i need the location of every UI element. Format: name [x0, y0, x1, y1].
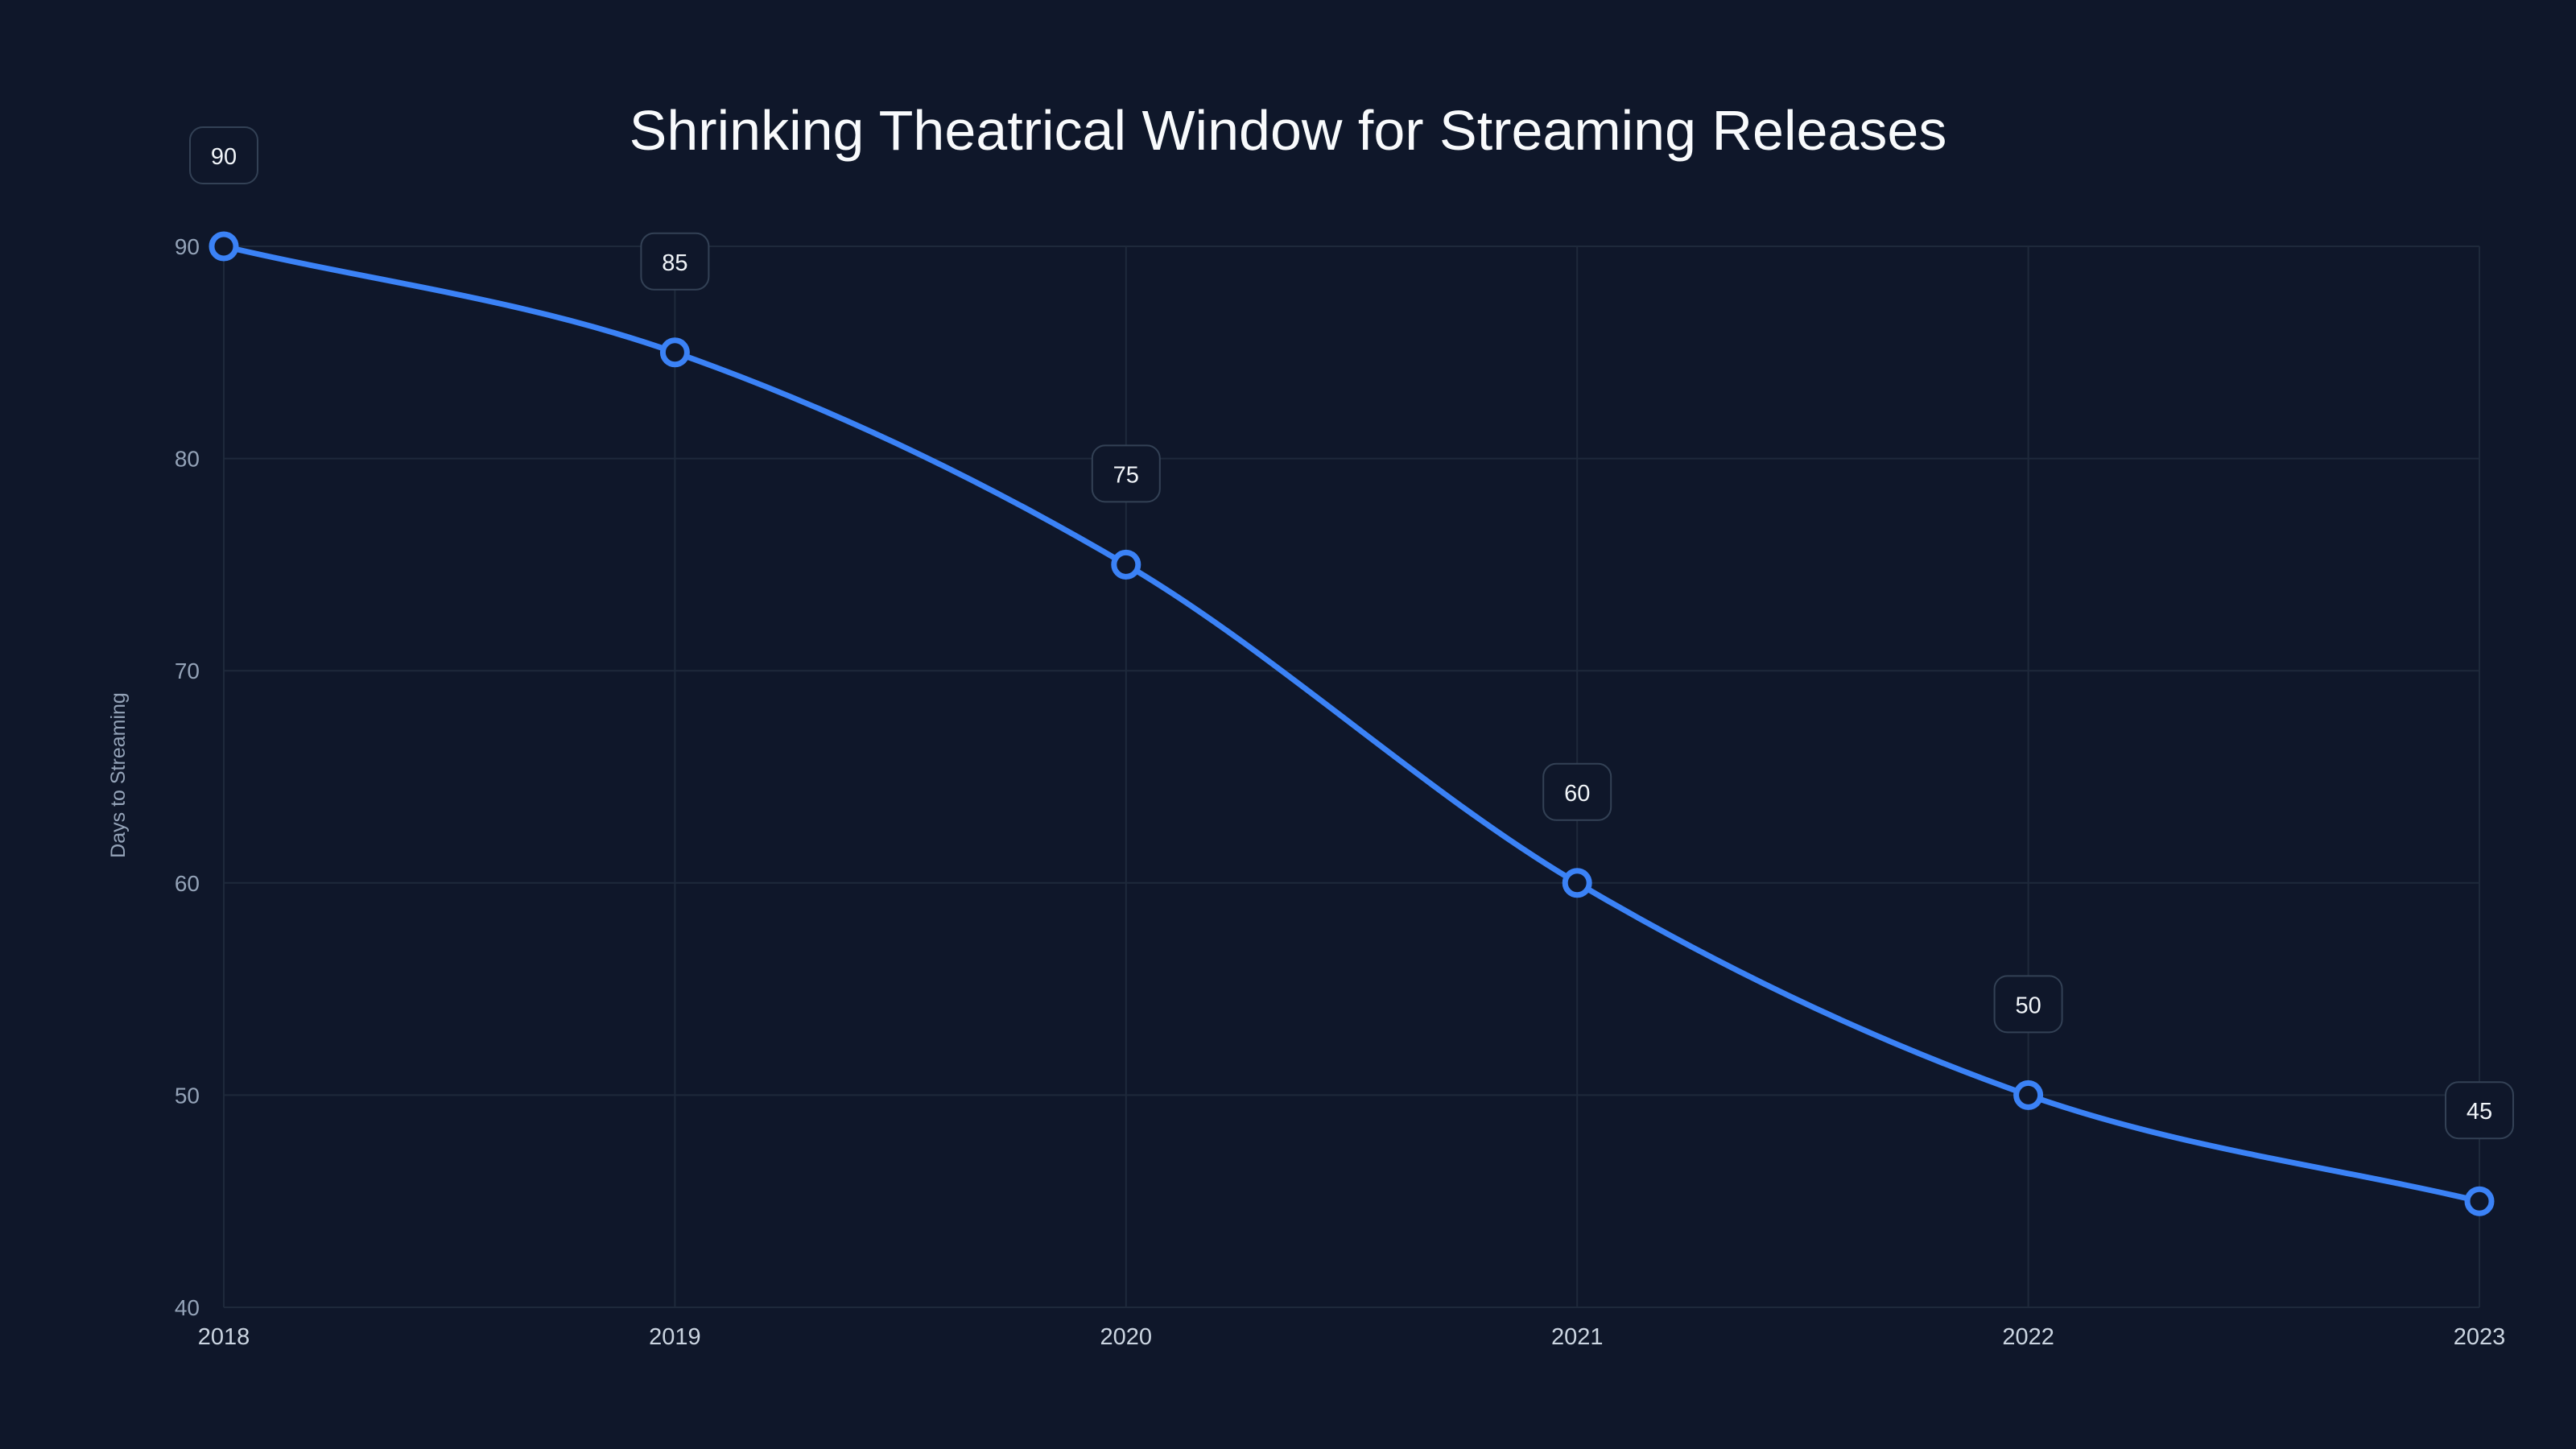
x-tick-label: 2019	[649, 1324, 701, 1350]
y-tick-label: 50	[175, 1083, 200, 1108]
data-label: 60	[1564, 781, 1590, 807]
data-label-box	[640, 232, 710, 291]
data-label-box	[1091, 444, 1161, 503]
data-label-box	[1542, 762, 1612, 821]
y-tick-label: 80	[175, 447, 200, 472]
data-point	[1562, 868, 1592, 898]
data-label: 90	[211, 144, 237, 170]
data-label: 50	[2015, 993, 2041, 1018]
series-line	[221, 243, 2483, 1204]
y-tick-label: 90	[175, 234, 200, 259]
x-tick-label: 2018	[198, 1324, 250, 1350]
data-label: 85	[662, 250, 687, 276]
y-tick-label: 70	[175, 658, 200, 683]
x-tick-label: 2020	[1100, 1324, 1153, 1350]
y-axis-label: Days to Streaming	[107, 692, 130, 858]
x-tick-label: 2021	[1551, 1324, 1604, 1350]
x-tick-label: 2023	[2454, 1324, 2506, 1350]
data-point	[1111, 549, 1141, 580]
data-label-box	[189, 126, 258, 184]
x-tick-label: 2022	[2002, 1324, 2054, 1350]
data-label: 45	[2467, 1099, 2492, 1125]
data-label-box	[2445, 1081, 2514, 1140]
data-point	[659, 337, 690, 368]
data-label-box	[1993, 975, 2063, 1034]
data-point	[208, 231, 239, 262]
data-label: 75	[1113, 462, 1139, 488]
chart-title: Shrinking Theatrical Window for Streamin…	[630, 99, 1947, 162]
data-point	[2013, 1080, 2044, 1110]
data-point	[2464, 1186, 2495, 1216]
y-tick-label: 60	[175, 871, 200, 896]
y-tick-label: 40	[175, 1295, 200, 1320]
